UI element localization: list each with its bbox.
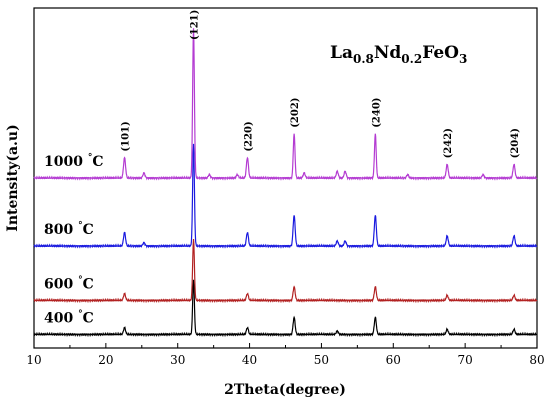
peak-label: (240)	[371, 97, 382, 127]
peak-label: (242)	[443, 128, 454, 158]
peak-label: (121)	[190, 10, 201, 40]
ticks-layer: 10 20 30 40 50 60 70 80	[26, 343, 545, 367]
x-tick-label: 80	[529, 353, 544, 367]
series-label-400: 400 °C	[44, 309, 94, 326]
peak-label: (101)	[121, 121, 132, 151]
formula-sub-la: 0.8	[353, 52, 374, 66]
formula-sub-o: 3	[459, 52, 467, 66]
series-line-1000	[33, 28, 538, 181]
series-label-800: 800 °C	[44, 221, 94, 238]
peak-label: (202)	[290, 97, 301, 127]
series-line-600	[33, 239, 538, 304]
series-line-400	[33, 279, 538, 338]
formula-sub-nd: 0.2	[401, 52, 422, 66]
peak-label: (204)	[510, 128, 521, 158]
series-label-1000: 1000 °C	[44, 153, 104, 170]
x-tick-label: 10	[26, 353, 41, 367]
formula-la: La	[330, 43, 353, 63]
series-label-600: 600 °C	[44, 275, 94, 292]
series-layer	[33, 28, 538, 338]
formula-label: La0.8Nd0.2FeO3	[330, 43, 467, 66]
y-axis-title: Intensity(a.u)	[5, 124, 21, 231]
x-tick-label: 30	[170, 353, 185, 367]
x-tick-label: 60	[386, 353, 401, 367]
peak-label-layer: (101) (121) (220) (202) (240) (242) (204)	[121, 10, 521, 159]
peak-label: (220)	[243, 121, 254, 151]
formula-nd: Nd	[374, 43, 402, 63]
series-label-layer: 400 °C 600 °C 800 °C 1000 °C	[44, 153, 104, 326]
x-tick-label: 50	[314, 353, 329, 367]
x-tick-label: 20	[98, 353, 113, 367]
formula-feo: FeO	[422, 43, 459, 63]
x-axis-title: 2Theta(degree)	[224, 382, 346, 398]
x-tick-label: 70	[458, 353, 473, 367]
x-tick-label: 40	[242, 353, 257, 367]
series-line-800	[33, 143, 538, 249]
